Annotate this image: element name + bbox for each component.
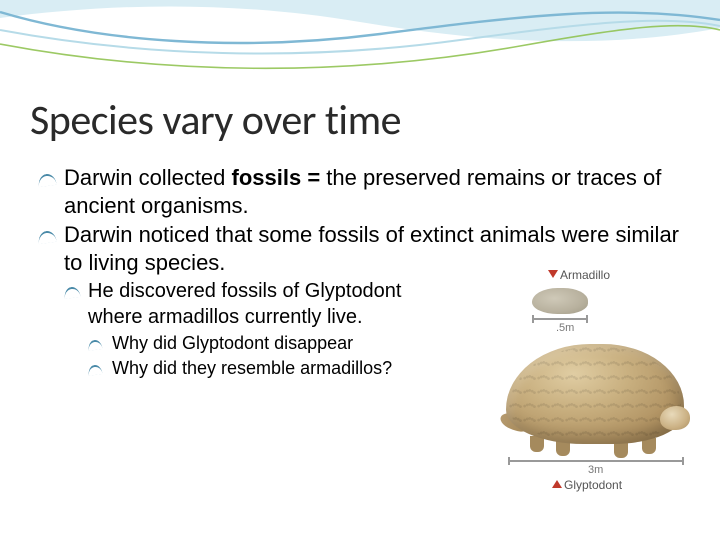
glyptodont-head [660,406,690,430]
armadillo-illustration [532,288,588,314]
armadillo-label: Armadillo [560,268,610,282]
bullet-fossils-definition: Darwin collected fossils = the preserved… [30,164,690,219]
glyptodont-scale-bar [508,460,684,462]
glyptodont-scale-label: 3m [588,464,603,476]
slide-title: Species vary over time [30,95,690,146]
armadillo-marker-icon [548,270,558,278]
text-prefix: Darwin collected [64,165,232,190]
armadillo-scale-label: .5m [556,322,574,334]
armadillo-scale-bar [532,318,588,320]
header-wave-decoration [0,0,720,95]
glyptodont-leg [614,442,628,458]
glyptodont-illustration [506,344,684,444]
bullet-glyptodont-discovery: He discovered fossils of Glyptodont wher… [30,278,430,330]
glyptodont-marker-icon [552,480,562,488]
comparison-diagram: Armadillo .5m 3m Glyptodont [502,264,692,494]
glyptodont-label: Glyptodont [564,478,622,492]
text-bold: fossils = [232,165,327,190]
